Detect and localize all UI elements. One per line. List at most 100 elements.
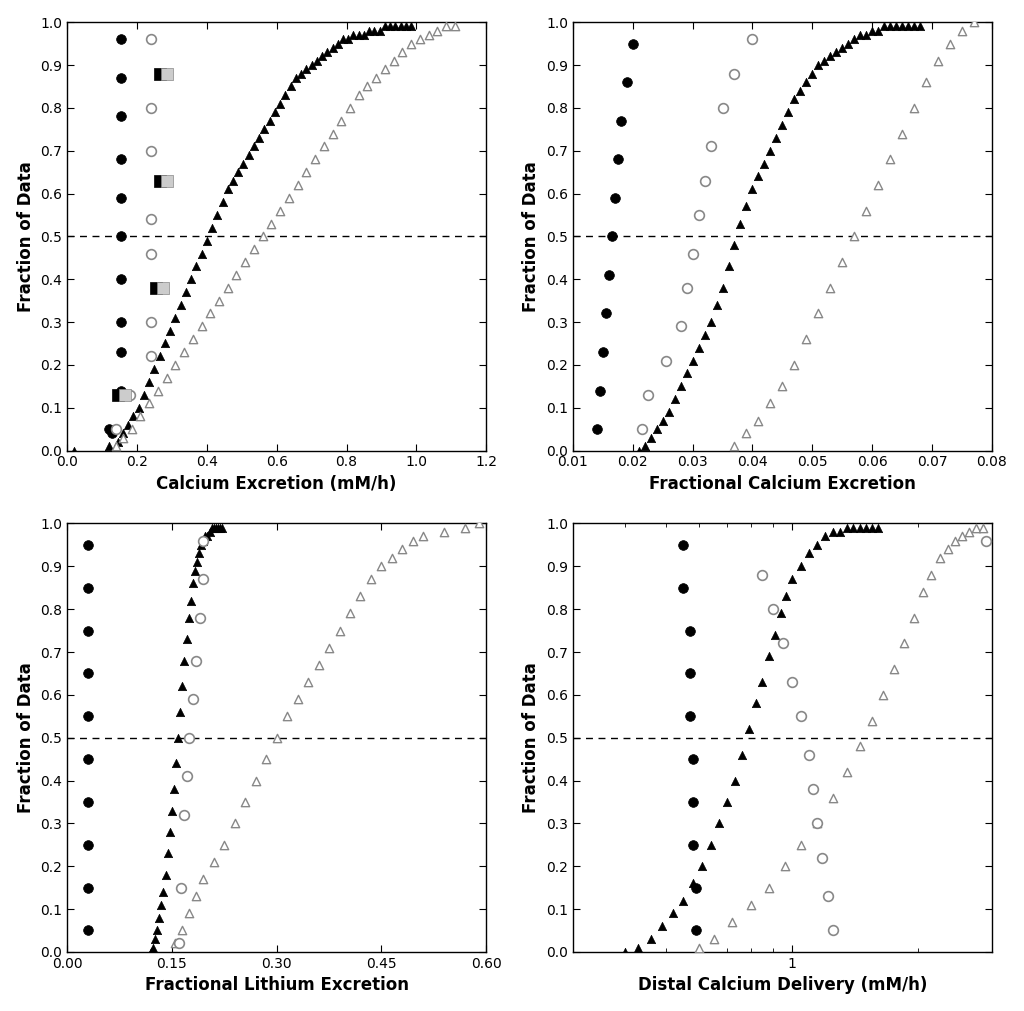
Point: [876, 18, 892, 34]
Point: [319, 44, 336, 61]
Point: [874, 686, 891, 703]
Point: [778, 588, 795, 605]
Point: [113, 271, 129, 287]
Point: [321, 640, 337, 656]
Y-axis label: Fraction of Data: Fraction of Data: [16, 662, 35, 813]
Point: [122, 387, 138, 403]
Point: [603, 228, 620, 245]
Point: [290, 177, 306, 193]
Point: [300, 674, 316, 691]
Y-axis label: Fraction of Data: Fraction of Data: [522, 161, 541, 311]
Point: [206, 854, 222, 870]
Point: [167, 357, 183, 373]
Point: [368, 70, 384, 86]
Point: [350, 87, 367, 103]
Point: [786, 357, 803, 373]
Point: [436, 524, 453, 540]
Point: [801, 747, 817, 763]
Point: [743, 897, 760, 913]
Point: [726, 438, 742, 454]
Point: [132, 408, 148, 425]
Point: [159, 370, 175, 386]
Point: [805, 782, 821, 798]
Point: [136, 387, 153, 403]
Point: [824, 922, 841, 938]
Point: [691, 939, 708, 955]
Point: [124, 421, 140, 437]
Point: [617, 944, 634, 960]
Point: [174, 678, 190, 695]
Point: [846, 228, 862, 245]
Point: [198, 529, 214, 545]
Y-axis label: Fraction of Data: Fraction of Data: [16, 161, 35, 311]
Point: [657, 353, 674, 369]
Point: [80, 794, 96, 810]
Point: [702, 314, 719, 331]
Point: [606, 190, 623, 206]
Point: [966, 14, 982, 30]
Point: [457, 520, 473, 536]
Point: [228, 267, 245, 283]
Point: [199, 233, 215, 249]
Point: [66, 443, 82, 459]
Point: [382, 18, 398, 34]
Point: [755, 674, 771, 691]
Point: [120, 417, 136, 433]
Point: [822, 280, 839, 296]
Point: [630, 939, 646, 955]
Point: [438, 18, 455, 34]
Point: [869, 520, 886, 536]
Point: [172, 704, 188, 720]
Point: [113, 382, 129, 398]
Point: [159, 66, 175, 82]
Point: [108, 421, 124, 437]
Point: [209, 207, 225, 223]
Point: [761, 648, 777, 664]
Point: [298, 164, 314, 180]
Point: [179, 768, 196, 785]
Point: [918, 74, 934, 90]
Point: [688, 922, 705, 938]
Point: [801, 545, 817, 561]
Point: [882, 18, 898, 34]
Point: [261, 112, 278, 128]
Point: [900, 18, 916, 34]
Point: [180, 610, 197, 626]
Point: [340, 31, 356, 48]
Point: [682, 708, 698, 724]
Point: [863, 520, 880, 536]
Point: [182, 592, 199, 609]
Point: [152, 348, 168, 364]
Point: [167, 935, 183, 951]
Point: [310, 657, 327, 673]
Point: [786, 91, 803, 107]
Point: [715, 280, 731, 296]
Point: [80, 751, 96, 767]
Point: [146, 361, 163, 377]
Point: [325, 125, 341, 142]
Point: [246, 139, 262, 155]
Point: [263, 215, 280, 232]
Point: [696, 173, 713, 189]
Point: [355, 27, 372, 43]
Point: [315, 139, 332, 155]
Point: [167, 309, 183, 326]
Point: [631, 443, 647, 459]
Point: [673, 378, 689, 394]
Point: [851, 520, 867, 536]
Point: [385, 53, 401, 69]
Point: [183, 271, 200, 287]
Point: [166, 782, 182, 798]
Point: [113, 70, 129, 86]
Point: [810, 305, 826, 321]
Point: [279, 708, 295, 724]
Point: [429, 22, 445, 38]
Point: [278, 87, 294, 103]
Point: [80, 623, 96, 639]
Point: [685, 751, 701, 767]
Point: [193, 537, 209, 553]
Point: [184, 692, 201, 708]
Point: [863, 713, 880, 729]
Point: [780, 104, 797, 120]
Point: [372, 22, 388, 38]
